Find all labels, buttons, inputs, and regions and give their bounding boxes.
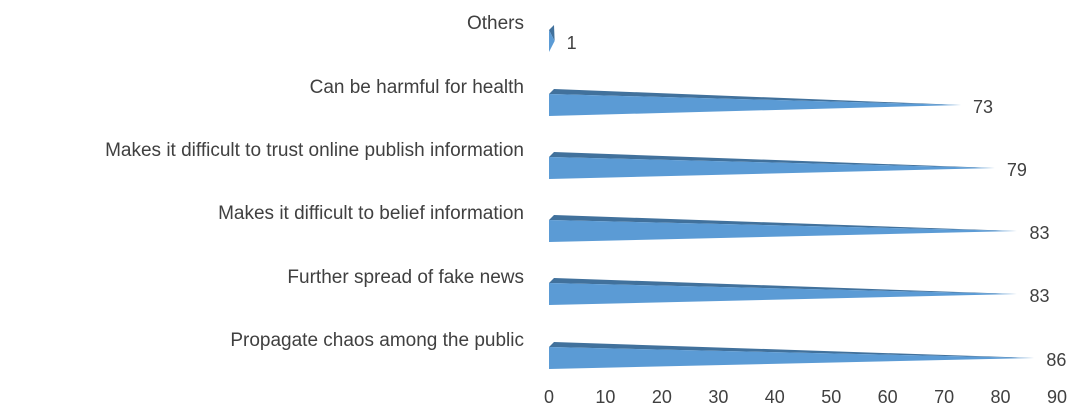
bar-top-face	[549, 215, 1018, 231]
x-tick-label: 70	[934, 387, 954, 407]
bar-top-face	[549, 89, 962, 105]
data-label: 83	[1029, 286, 1049, 306]
data-label: 73	[973, 97, 993, 117]
x-tick-label: 20	[652, 387, 672, 407]
x-tick-label: 10	[595, 387, 615, 407]
x-axis-ticks: 0 10 20 30 40 50 60 70 80 90	[544, 387, 1067, 407]
x-tick-label: 30	[708, 387, 728, 407]
category-label: Further spread of fake news	[287, 267, 524, 288]
data-label: 83	[1029, 223, 1049, 243]
bar-top-face	[549, 278, 1018, 294]
bar	[549, 30, 555, 52]
x-tick-label: 80	[991, 387, 1011, 407]
category-label: Others	[467, 13, 524, 34]
bar-top-face	[549, 25, 555, 41]
x-tick-label: 90	[1047, 387, 1067, 407]
category-label: Makes it difficult to belief information	[218, 203, 524, 224]
data-label: 86	[1046, 350, 1066, 370]
x-tick-label: 40	[765, 387, 785, 407]
category-label: Can be harmful for health	[310, 77, 524, 98]
bar	[549, 157, 995, 179]
data-labels: 1 73 79 83 83 86	[567, 33, 1067, 370]
bars-group	[549, 25, 1035, 369]
bar	[549, 283, 1018, 305]
category-label: Makes it difficult to trust online publi…	[105, 140, 524, 161]
bar	[549, 220, 1018, 242]
bar	[549, 347, 1035, 369]
bar	[549, 94, 962, 116]
category-label: Propagate chaos among the public	[230, 330, 524, 351]
bar-top-face	[549, 342, 1035, 358]
data-label: 1	[567, 33, 577, 53]
category-labels: Others Can be harmful for health Makes it …	[105, 13, 524, 351]
data-label: 79	[1007, 160, 1027, 180]
x-tick-label: 60	[878, 387, 898, 407]
x-tick-label: 0	[544, 387, 554, 407]
bar-top-face	[549, 152, 995, 168]
x-tick-label: 50	[821, 387, 841, 407]
